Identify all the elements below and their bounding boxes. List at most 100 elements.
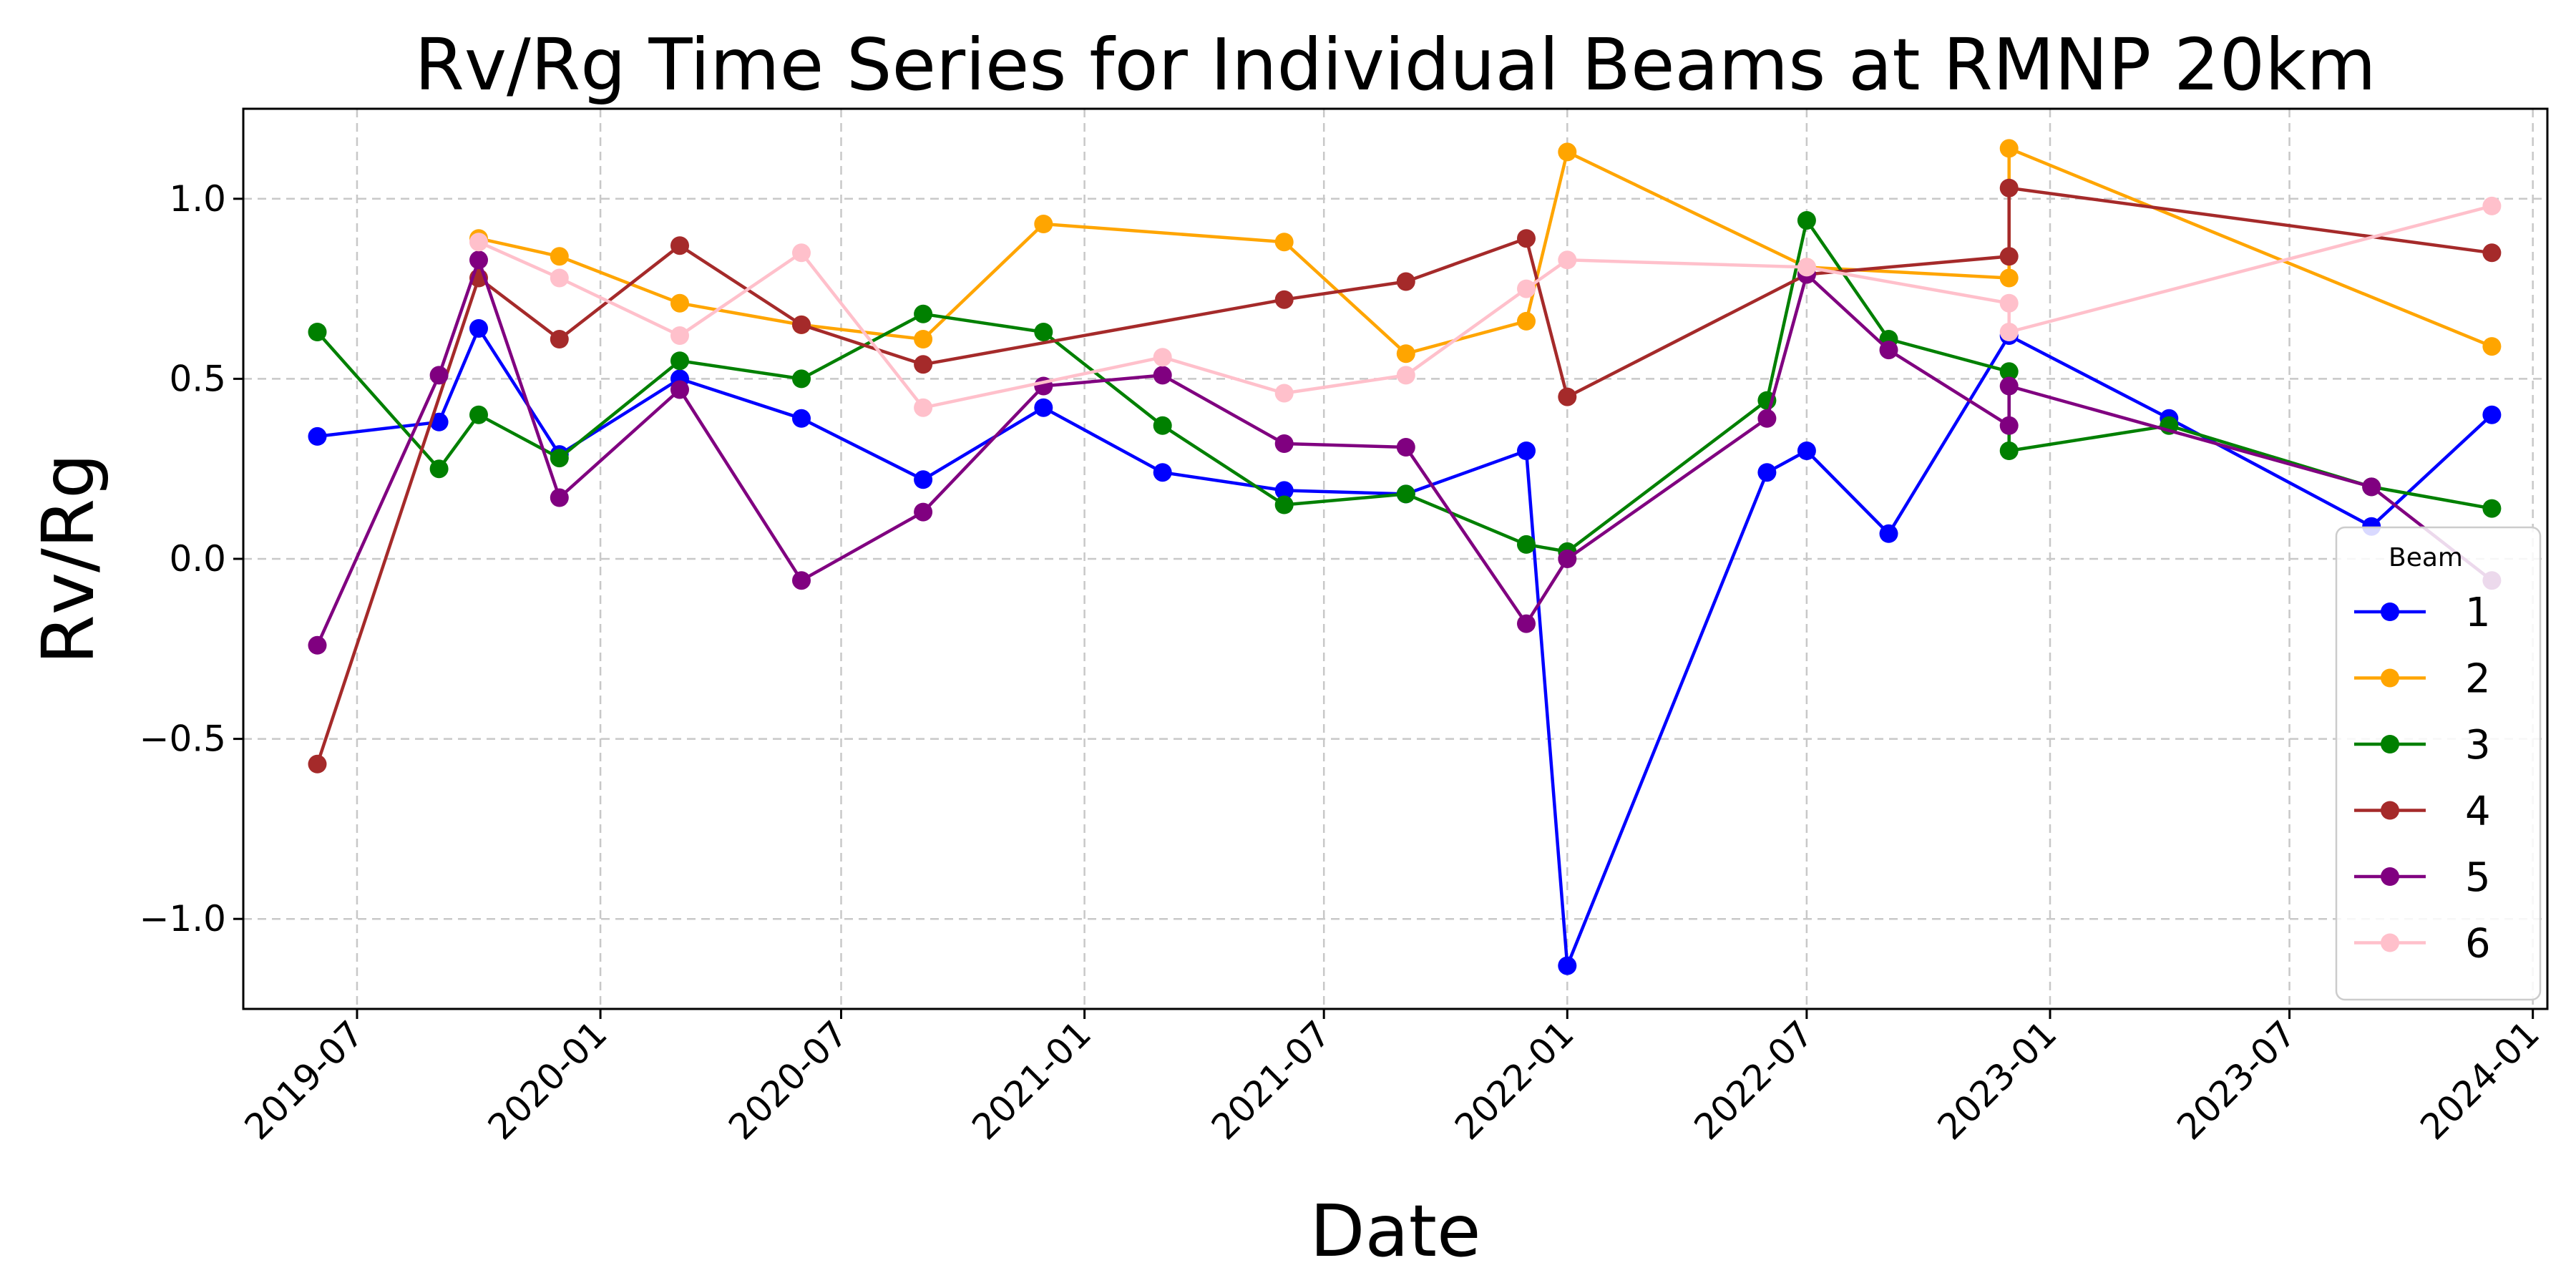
data-point bbox=[1396, 272, 1415, 291]
legend-marker bbox=[2381, 933, 2399, 952]
chart-title: Rv/Rg Time Series for Individual Beams a… bbox=[414, 23, 2376, 107]
data-point bbox=[792, 315, 811, 334]
legend-items: 1 2 3 4 5 6 bbox=[2354, 590, 2491, 967]
data-point bbox=[1558, 387, 1577, 406]
data-point bbox=[1797, 211, 1816, 230]
data-point bbox=[2482, 196, 2502, 215]
legend-item-4: 4 bbox=[2354, 789, 2491, 835]
data-point bbox=[670, 380, 689, 399]
data-point bbox=[1558, 550, 1577, 568]
legend-marker bbox=[2381, 867, 2399, 886]
data-point bbox=[1999, 362, 2019, 381]
data-point bbox=[1999, 416, 2019, 435]
legend-marker bbox=[2381, 801, 2399, 820]
y-tick-label: 1.0 bbox=[169, 178, 226, 220]
data-point bbox=[550, 247, 569, 266]
x-tick-label: 2023-01 bbox=[1930, 1013, 2065, 1148]
data-point bbox=[308, 635, 327, 655]
data-point bbox=[1274, 434, 1294, 453]
series-line bbox=[316, 186, 2492, 765]
data-point bbox=[550, 449, 569, 468]
data-point bbox=[670, 236, 689, 255]
x-axis-ticks: 2019-07 2020-01 2020-07 2021-01 2021-07 2022-… bbox=[237, 1009, 2547, 1148]
data-point bbox=[914, 355, 933, 374]
plot-series bbox=[308, 139, 2502, 975]
data-point bbox=[550, 268, 569, 288]
legend-label: 4 bbox=[2465, 789, 2491, 835]
series-4 bbox=[308, 178, 2502, 774]
data-point bbox=[1999, 293, 2019, 313]
legend-item-2: 2 bbox=[2354, 656, 2491, 703]
data-point bbox=[1274, 384, 1294, 403]
data-point bbox=[1797, 258, 1816, 277]
legend-title: Beam bbox=[2389, 543, 2463, 572]
data-point bbox=[670, 326, 689, 345]
legend-marker bbox=[2381, 735, 2399, 753]
legend-label: 6 bbox=[2465, 921, 2491, 967]
x-tick-label: 2023-07 bbox=[2169, 1013, 2304, 1148]
data-point bbox=[1999, 376, 2019, 396]
data-point bbox=[1517, 279, 1536, 298]
data-point bbox=[1153, 416, 1172, 435]
data-point bbox=[914, 304, 933, 323]
data-point bbox=[1153, 348, 1172, 367]
data-point bbox=[1274, 481, 1294, 500]
y-tick-label: −1.0 bbox=[140, 898, 226, 940]
x-tick-label: 2022-01 bbox=[1447, 1013, 1582, 1148]
data-point bbox=[1517, 229, 1536, 248]
data-point bbox=[1274, 290, 1294, 309]
data-point bbox=[1396, 366, 1415, 385]
data-point bbox=[1396, 344, 1415, 364]
x-tick-label: 2020-01 bbox=[480, 1013, 615, 1148]
data-point bbox=[1517, 614, 1536, 633]
data-point bbox=[1879, 524, 1898, 543]
x-axis-label: Date bbox=[1309, 1189, 1480, 1273]
data-point bbox=[1034, 215, 1053, 233]
legend-item-1: 1 bbox=[2354, 590, 2491, 636]
x-tick-label: 2024-01 bbox=[2412, 1013, 2547, 1148]
legend-label: 5 bbox=[2465, 854, 2491, 901]
data-point bbox=[429, 412, 449, 431]
legend-box bbox=[2335, 526, 2542, 1001]
y-tick-label: −0.5 bbox=[140, 718, 226, 760]
x-tick-label: 2021-01 bbox=[964, 1013, 1099, 1148]
data-point bbox=[2482, 499, 2502, 518]
data-point bbox=[308, 323, 327, 341]
legend-label: 1 bbox=[2465, 590, 2491, 636]
data-point bbox=[1999, 178, 2019, 197]
data-point bbox=[1999, 247, 2019, 266]
grid-lines bbox=[243, 109, 2547, 1009]
data-point bbox=[1517, 441, 1536, 460]
legend-item-6: 6 bbox=[2354, 921, 2491, 967]
series-line bbox=[316, 258, 2493, 646]
data-point bbox=[469, 250, 488, 270]
series-3 bbox=[308, 211, 2502, 561]
data-point bbox=[1034, 398, 1053, 417]
data-point bbox=[1999, 323, 2019, 341]
data-point bbox=[469, 405, 488, 424]
data-point bbox=[792, 571, 811, 590]
x-tick-label: 2022-07 bbox=[1687, 1013, 1822, 1148]
data-point bbox=[914, 330, 933, 348]
series-5 bbox=[308, 250, 2502, 655]
data-point bbox=[1274, 495, 1294, 514]
data-point bbox=[1999, 441, 2019, 460]
data-point bbox=[1999, 268, 2019, 288]
data-point bbox=[1396, 438, 1415, 457]
data-point bbox=[550, 330, 569, 348]
legend-label: 3 bbox=[2465, 722, 2491, 769]
data-point bbox=[1396, 484, 1415, 504]
series-6 bbox=[469, 196, 2502, 417]
data-point bbox=[670, 293, 689, 313]
series-line bbox=[478, 147, 2493, 356]
data-point bbox=[2482, 405, 2502, 424]
data-point bbox=[1558, 142, 1577, 162]
data-point bbox=[1757, 463, 1777, 482]
x-tick-label: 2019-07 bbox=[237, 1013, 372, 1148]
y-axis-label: Rv/Rg bbox=[26, 453, 110, 664]
data-point bbox=[914, 502, 933, 522]
legend: Beam 1 2 3 4 5 6 bbox=[2335, 526, 2542, 1001]
data-point bbox=[1517, 311, 1536, 331]
x-tick-label: 2020-07 bbox=[721, 1013, 856, 1148]
